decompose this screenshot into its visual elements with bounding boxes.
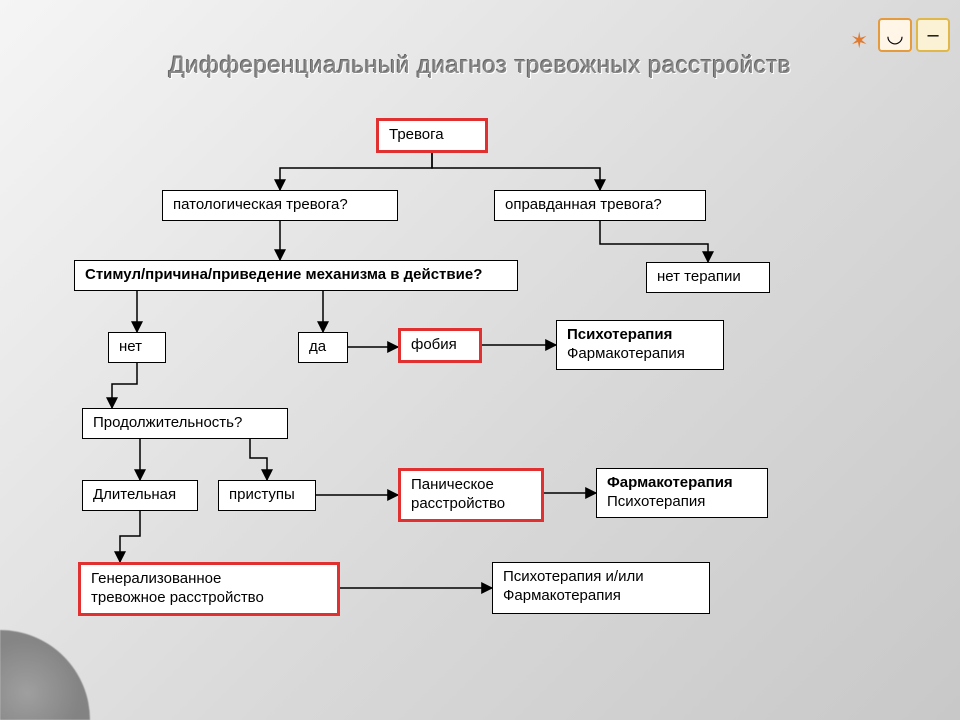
node-gad: Генерализованное тревожное расстройство (78, 562, 340, 616)
node-pathological: патологическая тревога? (162, 190, 398, 221)
node-long: Длительная (82, 480, 198, 511)
node-anxiety: Тревога (376, 118, 488, 153)
node-no: нет (108, 332, 166, 363)
edge-anxiety-justified (432, 150, 600, 190)
neutral-face-icon: – (916, 18, 950, 52)
node-gad_tx: Психотерапия и/или Фармакотерапия (492, 562, 710, 614)
corner-decoration-top-right: ✶ ◡ – (878, 18, 950, 52)
node-justified: оправданная тревога? (494, 190, 706, 221)
node-attacks: приступы (218, 480, 316, 511)
smile-icon: ◡ (878, 18, 912, 52)
node-panic_tx: ФармакотерапияПсихотерапия (596, 468, 768, 518)
node-notherapy: нет терапии (646, 262, 770, 293)
node-duration: Продолжительность? (82, 408, 288, 439)
node-stimulus: Стимул/причина/приведение механизма в де… (74, 260, 518, 291)
node-phobia_tx: ПсихотерапияФармакотерапия (556, 320, 724, 370)
node-panic: Паническое расстройство (398, 468, 544, 522)
edge-justified-notherapy (600, 220, 708, 262)
edge-anxiety-pathological (280, 150, 432, 190)
node-yes: да (298, 332, 348, 363)
flowchart-canvas: Тревога патологическая тревога? оправданна… (0, 0, 960, 720)
node-phobia: фобия (398, 328, 482, 363)
edge-no-duration (112, 362, 137, 408)
edge-duration-attacks (250, 438, 267, 480)
edge-long-gad (120, 510, 140, 562)
